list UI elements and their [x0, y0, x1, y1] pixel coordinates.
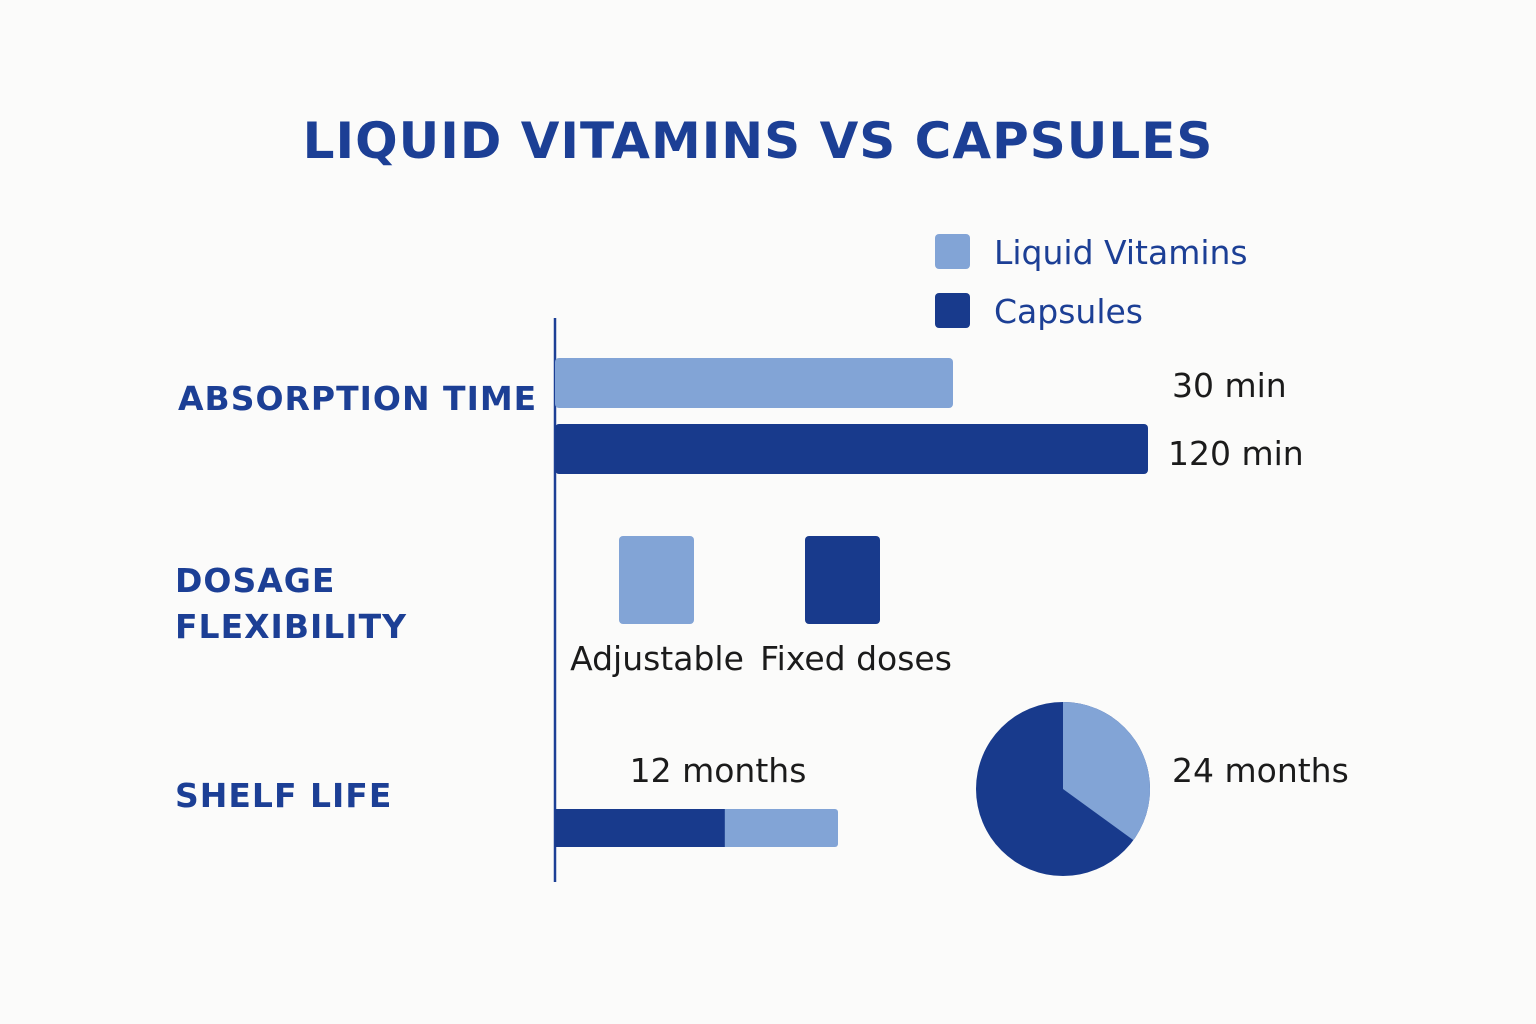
shelf-bar-liquid-segment — [720, 809, 838, 847]
legend-swatch-capsule — [935, 293, 970, 328]
value-label-absorption-capsule: 120 min — [1168, 434, 1304, 473]
legend-label-liquid: Liquid Vitamins — [994, 233, 1248, 272]
dosage-square-liquid — [619, 536, 694, 624]
pie-slice-liquid — [1063, 702, 1151, 841]
shelf-bar-capsule-segment — [555, 809, 725, 847]
category-label-dosage: DOSAGE — [175, 561, 335, 600]
bar-absorption-liquid — [555, 358, 953, 408]
value-label-shelf-capsule: 24 months — [1172, 751, 1349, 790]
chart-title: LIQUID VITAMINS VS CAPSULES — [303, 112, 1214, 170]
dosage-label-capsule: Fixed doses — [760, 639, 952, 678]
dosage-label-liquid: Adjustable — [570, 639, 744, 678]
bar-absorption-capsule — [555, 424, 1148, 474]
category-label-flexibility: FLEXIBILITY — [175, 607, 407, 646]
dosage-square-capsule — [805, 536, 880, 624]
legend-swatch-liquid — [935, 234, 970, 269]
value-label-shelf-liquid: 12 months — [630, 751, 807, 790]
category-label-shelf-life: SHELF LIFE — [175, 776, 392, 815]
category-label-absorption-time: ABSORPTION TIME — [178, 379, 537, 418]
value-label-absorption-liquid: 30 min — [1172, 366, 1287, 405]
legend-label-capsule: Capsules — [994, 292, 1143, 331]
